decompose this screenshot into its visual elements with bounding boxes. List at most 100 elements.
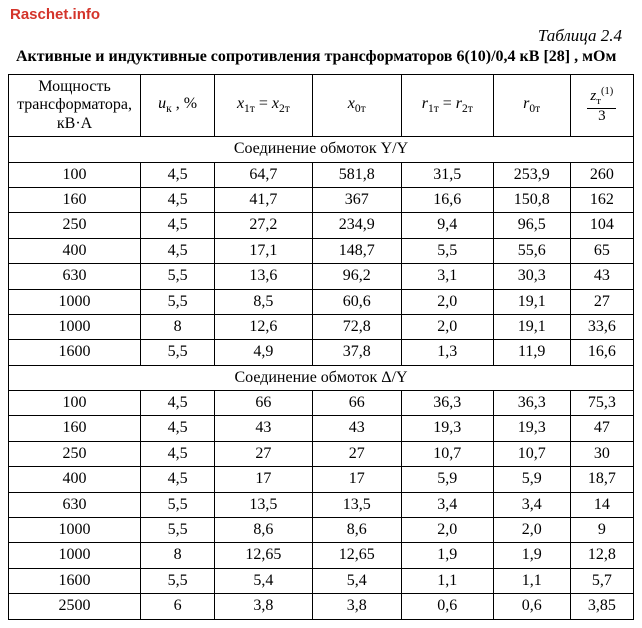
- table-cell: 234,9: [312, 213, 401, 238]
- table-cell: 2,0: [401, 314, 493, 339]
- table-cell: 5,7: [570, 568, 633, 593]
- eq: =: [255, 95, 272, 112]
- table-cell: 5,5: [141, 264, 215, 289]
- resistance-table: Мощность трансформатора, кВ·А uк , % x1т…: [8, 74, 634, 620]
- table-cell: 160: [9, 416, 141, 441]
- table-cell: 27,2: [215, 213, 312, 238]
- table-cell: 18,7: [570, 467, 633, 492]
- table-cell: 6: [141, 594, 215, 619]
- table-row: 4004,517175,95,918,7: [9, 467, 634, 492]
- table-cell: 630: [9, 492, 141, 517]
- var: x: [272, 95, 279, 112]
- table-cell: 8: [141, 314, 215, 339]
- table-cell: 1,3: [401, 340, 493, 365]
- table-cell: 5,9: [401, 467, 493, 492]
- table-row: 250063,83,80,60,63,85: [9, 594, 634, 619]
- table-cell: 13,5: [215, 492, 312, 517]
- table-cell: 160: [9, 187, 141, 212]
- table-cell: 2,0: [493, 518, 570, 543]
- table-row: 2504,527,2234,99,496,5104: [9, 213, 634, 238]
- sub: 0т: [355, 103, 366, 115]
- table-cell: 30,3: [493, 264, 570, 289]
- table-cell: 9: [570, 518, 633, 543]
- table-cell: 4,9: [215, 340, 312, 365]
- table-row: 1000812,672,82,019,133,6: [9, 314, 634, 339]
- sub: 2т: [279, 103, 290, 115]
- table-cell: 5,4: [215, 568, 312, 593]
- section-label: Соединение обмоток Y/Y: [9, 137, 634, 162]
- table-number: Таблица 2.4: [8, 26, 622, 46]
- table-row: 2504,5272710,710,730: [9, 441, 634, 466]
- table-cell: 150,8: [493, 187, 570, 212]
- table-cell: 1600: [9, 340, 141, 365]
- table-cell: 4,5: [141, 238, 215, 263]
- sub: 2т: [462, 103, 473, 115]
- table-cell: 1,1: [493, 568, 570, 593]
- table-cell: 27: [570, 289, 633, 314]
- table-cell: 3,1: [401, 264, 493, 289]
- table-cell: 5,5: [141, 289, 215, 314]
- table-cell: 8: [141, 543, 215, 568]
- table-cell: 19,3: [401, 416, 493, 441]
- var: x: [348, 95, 355, 112]
- eq: =: [439, 95, 456, 112]
- sup: (1): [601, 86, 613, 97]
- table-cell: 41,7: [215, 187, 312, 212]
- table-cell: 3,8: [312, 594, 401, 619]
- header-r1t: r1т = r2т: [401, 75, 493, 137]
- table-cell: 5,5: [141, 492, 215, 517]
- table-cell: 16,6: [570, 340, 633, 365]
- table-cell: 100: [9, 162, 141, 187]
- table-cell: 43: [312, 416, 401, 441]
- table-row: 4004,517,1148,75,555,665: [9, 238, 634, 263]
- table-cell: 2,0: [401, 289, 493, 314]
- table-cell: 4,5: [141, 391, 215, 416]
- table-cell: 1000: [9, 289, 141, 314]
- sub: 0т: [529, 103, 540, 115]
- table-cell: 1000: [9, 543, 141, 568]
- table-cell: 37,8: [312, 340, 401, 365]
- sub: 1т: [428, 103, 439, 115]
- table-cell: 2500: [9, 594, 141, 619]
- sub: 1т: [244, 103, 255, 115]
- table-row: 1604,541,736716,6150,8162: [9, 187, 634, 212]
- table-row: 1004,5666636,336,375,3: [9, 391, 634, 416]
- table-cell: 4,5: [141, 467, 215, 492]
- table-cell: 12,65: [215, 543, 312, 568]
- table-row: 6305,513,513,53,43,414: [9, 492, 634, 517]
- table-cell: 96,5: [493, 213, 570, 238]
- table-cell: 10,7: [493, 441, 570, 466]
- table-cell: 64,7: [215, 162, 312, 187]
- table-row: 1000812,6512,651,91,912,8: [9, 543, 634, 568]
- table-cell: 3,8: [215, 594, 312, 619]
- table-cell: 8,5: [215, 289, 312, 314]
- table-cell: 12,6: [215, 314, 312, 339]
- table-row: 10005,58,560,62,019,127: [9, 289, 634, 314]
- table-cell: 72,8: [312, 314, 401, 339]
- table-cell: 630: [9, 264, 141, 289]
- table-cell: 3,4: [493, 492, 570, 517]
- table-cell: 12,65: [312, 543, 401, 568]
- table-cell: 260: [570, 162, 633, 187]
- table-body: Соединение обмоток Y/Y1004,564,7581,831,…: [9, 137, 634, 619]
- table-cell: 0,6: [401, 594, 493, 619]
- table-cell: 47: [570, 416, 633, 441]
- table-cell: 27: [215, 441, 312, 466]
- table-cell: 4,5: [141, 162, 215, 187]
- table-cell: 1,9: [401, 543, 493, 568]
- unit: , %: [172, 95, 197, 112]
- section-label: Соединение обмоток Δ/Y: [9, 365, 634, 390]
- table-cell: 5,5: [141, 568, 215, 593]
- table-cell: 3,85: [570, 594, 633, 619]
- header-r0t: r0т: [493, 75, 570, 137]
- table-cell: 581,8: [312, 162, 401, 187]
- table-cell: 5,4: [312, 568, 401, 593]
- table-cell: 1,9: [493, 543, 570, 568]
- table-cell: 65: [570, 238, 633, 263]
- table-cell: 4,5: [141, 187, 215, 212]
- table-cell: 400: [9, 467, 141, 492]
- table-cell: 5,9: [493, 467, 570, 492]
- table-cell: 1000: [9, 314, 141, 339]
- table-row: 6305,513,696,23,130,343: [9, 264, 634, 289]
- table-cell: 33,6: [570, 314, 633, 339]
